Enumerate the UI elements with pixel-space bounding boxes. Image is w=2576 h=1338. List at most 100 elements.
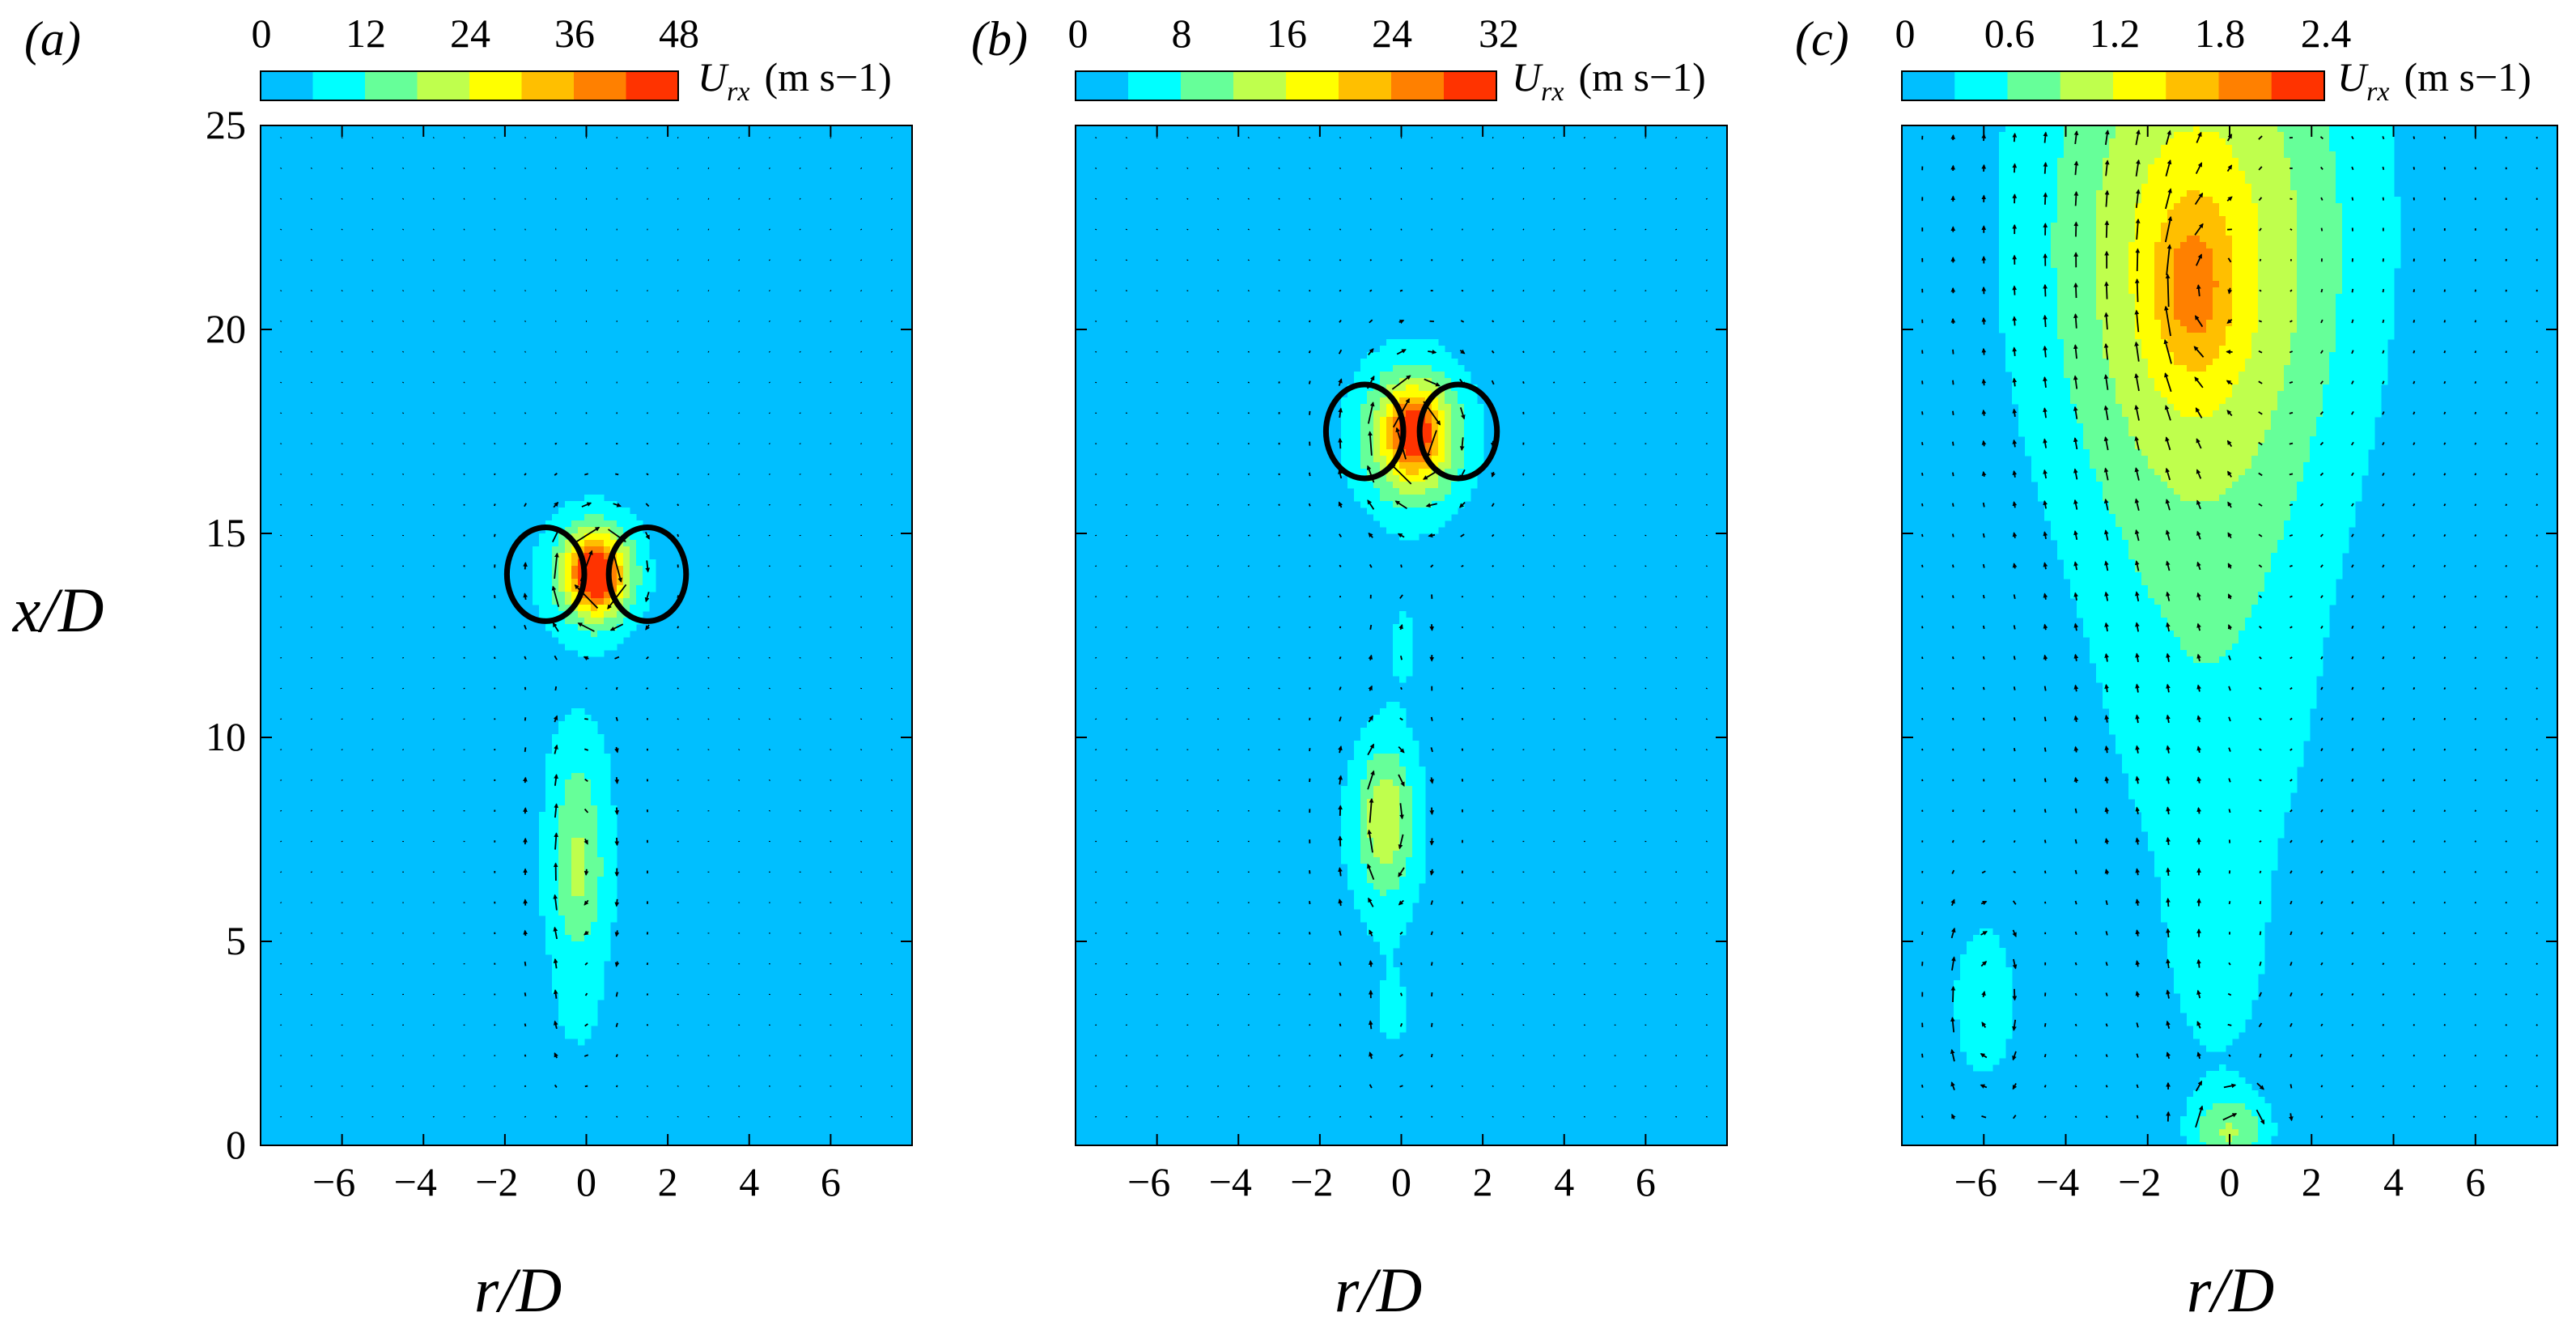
contour-cell [2090, 281, 2097, 288]
contour-cell [1406, 449, 1413, 457]
contour-cell [1425, 495, 1432, 502]
contour-cell [2200, 294, 2207, 301]
contour-cell [552, 611, 559, 618]
contour-cell [558, 637, 566, 644]
contour-cell [2316, 236, 2323, 243]
x-tick-2: −2 [475, 1159, 518, 1204]
contour-cell [558, 1000, 566, 1007]
contour-cell [1470, 449, 1478, 457]
contour-cell [2064, 242, 2071, 249]
contour-cell [1458, 417, 1465, 424]
velocity-arrow [860, 228, 863, 231]
contour-cell [1367, 877, 1374, 884]
contour-cell [1432, 378, 1439, 385]
contour-cell [2174, 236, 2181, 243]
contour-cell [1386, 967, 1394, 975]
contour-cell [591, 935, 598, 942]
contour-cell [1386, 948, 1394, 955]
contour-cell [2167, 138, 2175, 146]
contour-cell [2342, 164, 2349, 172]
contour-cell [2096, 210, 2103, 217]
contour-cell [545, 760, 553, 767]
contour-cell [2258, 197, 2265, 204]
contour-cell [2362, 197, 2369, 204]
contour-cell [2154, 223, 2162, 230]
contour-cell [1999, 281, 2006, 288]
velocity-arrow [1095, 718, 1097, 720]
contour-cell [2070, 268, 2077, 275]
contour-cell [2154, 145, 2162, 152]
contour-cell [1412, 857, 1420, 864]
velocity-arrow [1095, 687, 1097, 690]
contour-cell [1451, 423, 1458, 431]
contour-cell [1380, 909, 1387, 916]
contour-cell [2387, 216, 2395, 223]
contour-cell [2284, 145, 2291, 152]
contour-cell [604, 611, 611, 618]
contour-cell [2251, 236, 2259, 243]
velocity-arrow [1705, 687, 1708, 690]
contour-cell [1386, 864, 1394, 871]
contour-cell [2077, 145, 2084, 152]
contour-cell [2271, 274, 2278, 282]
contour-cell [2090, 177, 2097, 185]
contour-cell [2381, 132, 2388, 139]
contour-cell [578, 883, 585, 890]
contour-cell [2284, 171, 2291, 178]
contour-cell [2154, 268, 2162, 275]
contour-cell [591, 786, 598, 793]
velocity-arrow [1369, 1084, 1373, 1089]
colorbar-segment [1286, 71, 1339, 100]
contour-cell [2012, 242, 2019, 249]
contour-cell [597, 812, 605, 819]
contour-cell [545, 786, 553, 793]
contour-cell [1341, 805, 1348, 813]
velocity-arrow [890, 871, 893, 873]
contour-cell [1399, 1013, 1407, 1020]
contour-cell [1406, 618, 1413, 625]
velocity-arrow [584, 930, 589, 936]
contour-cell [565, 527, 572, 534]
velocity-arrow [1369, 1115, 1373, 1119]
contour-cell [571, 974, 579, 981]
contour-cell [1412, 514, 1420, 521]
contour-cell [2031, 216, 2039, 223]
velocity-arrow [554, 773, 558, 786]
contour-cell [2025, 255, 2032, 262]
contour-cell [1470, 404, 1478, 411]
contour-cell [584, 644, 592, 651]
contour-cell [1380, 488, 1387, 495]
velocity-arrow [1675, 809, 1678, 812]
contour-cell [2329, 171, 2336, 178]
contour-cell [558, 954, 566, 962]
velocity-arrow [1553, 687, 1555, 690]
contour-cell [2264, 216, 2272, 223]
velocity-arrow [1309, 962, 1311, 966]
contour-cell [2031, 242, 2039, 249]
contour-cell [1380, 870, 1387, 877]
contour-cell [1386, 520, 1394, 528]
contour-cell [558, 967, 566, 975]
contour-cell [2277, 216, 2285, 223]
x-tick-4: 2 [1473, 1159, 1493, 1204]
contour-cell [2251, 164, 2259, 172]
contour-cell [2213, 236, 2220, 243]
contour-cell [584, 980, 592, 988]
contour-cell [1373, 488, 1381, 495]
velocity-arrow [645, 624, 650, 631]
contour-cell [597, 618, 605, 625]
velocity-arrow [1369, 289, 1373, 292]
contour-cell [578, 527, 585, 534]
contour-cell [2258, 274, 2265, 282]
contour-cell [545, 533, 553, 541]
contour-cell [1341, 825, 1348, 832]
contour-cell [1360, 909, 1368, 916]
contour-cell [2213, 287, 2220, 295]
contour-cell [1373, 462, 1381, 469]
contour-cell [571, 967, 579, 975]
contour-cell [2180, 255, 2188, 262]
contour-cell [1373, 443, 1381, 450]
velocity-arrow [1309, 1115, 1311, 1118]
velocity-arrow [432, 167, 435, 169]
contour-cell [571, 838, 579, 845]
